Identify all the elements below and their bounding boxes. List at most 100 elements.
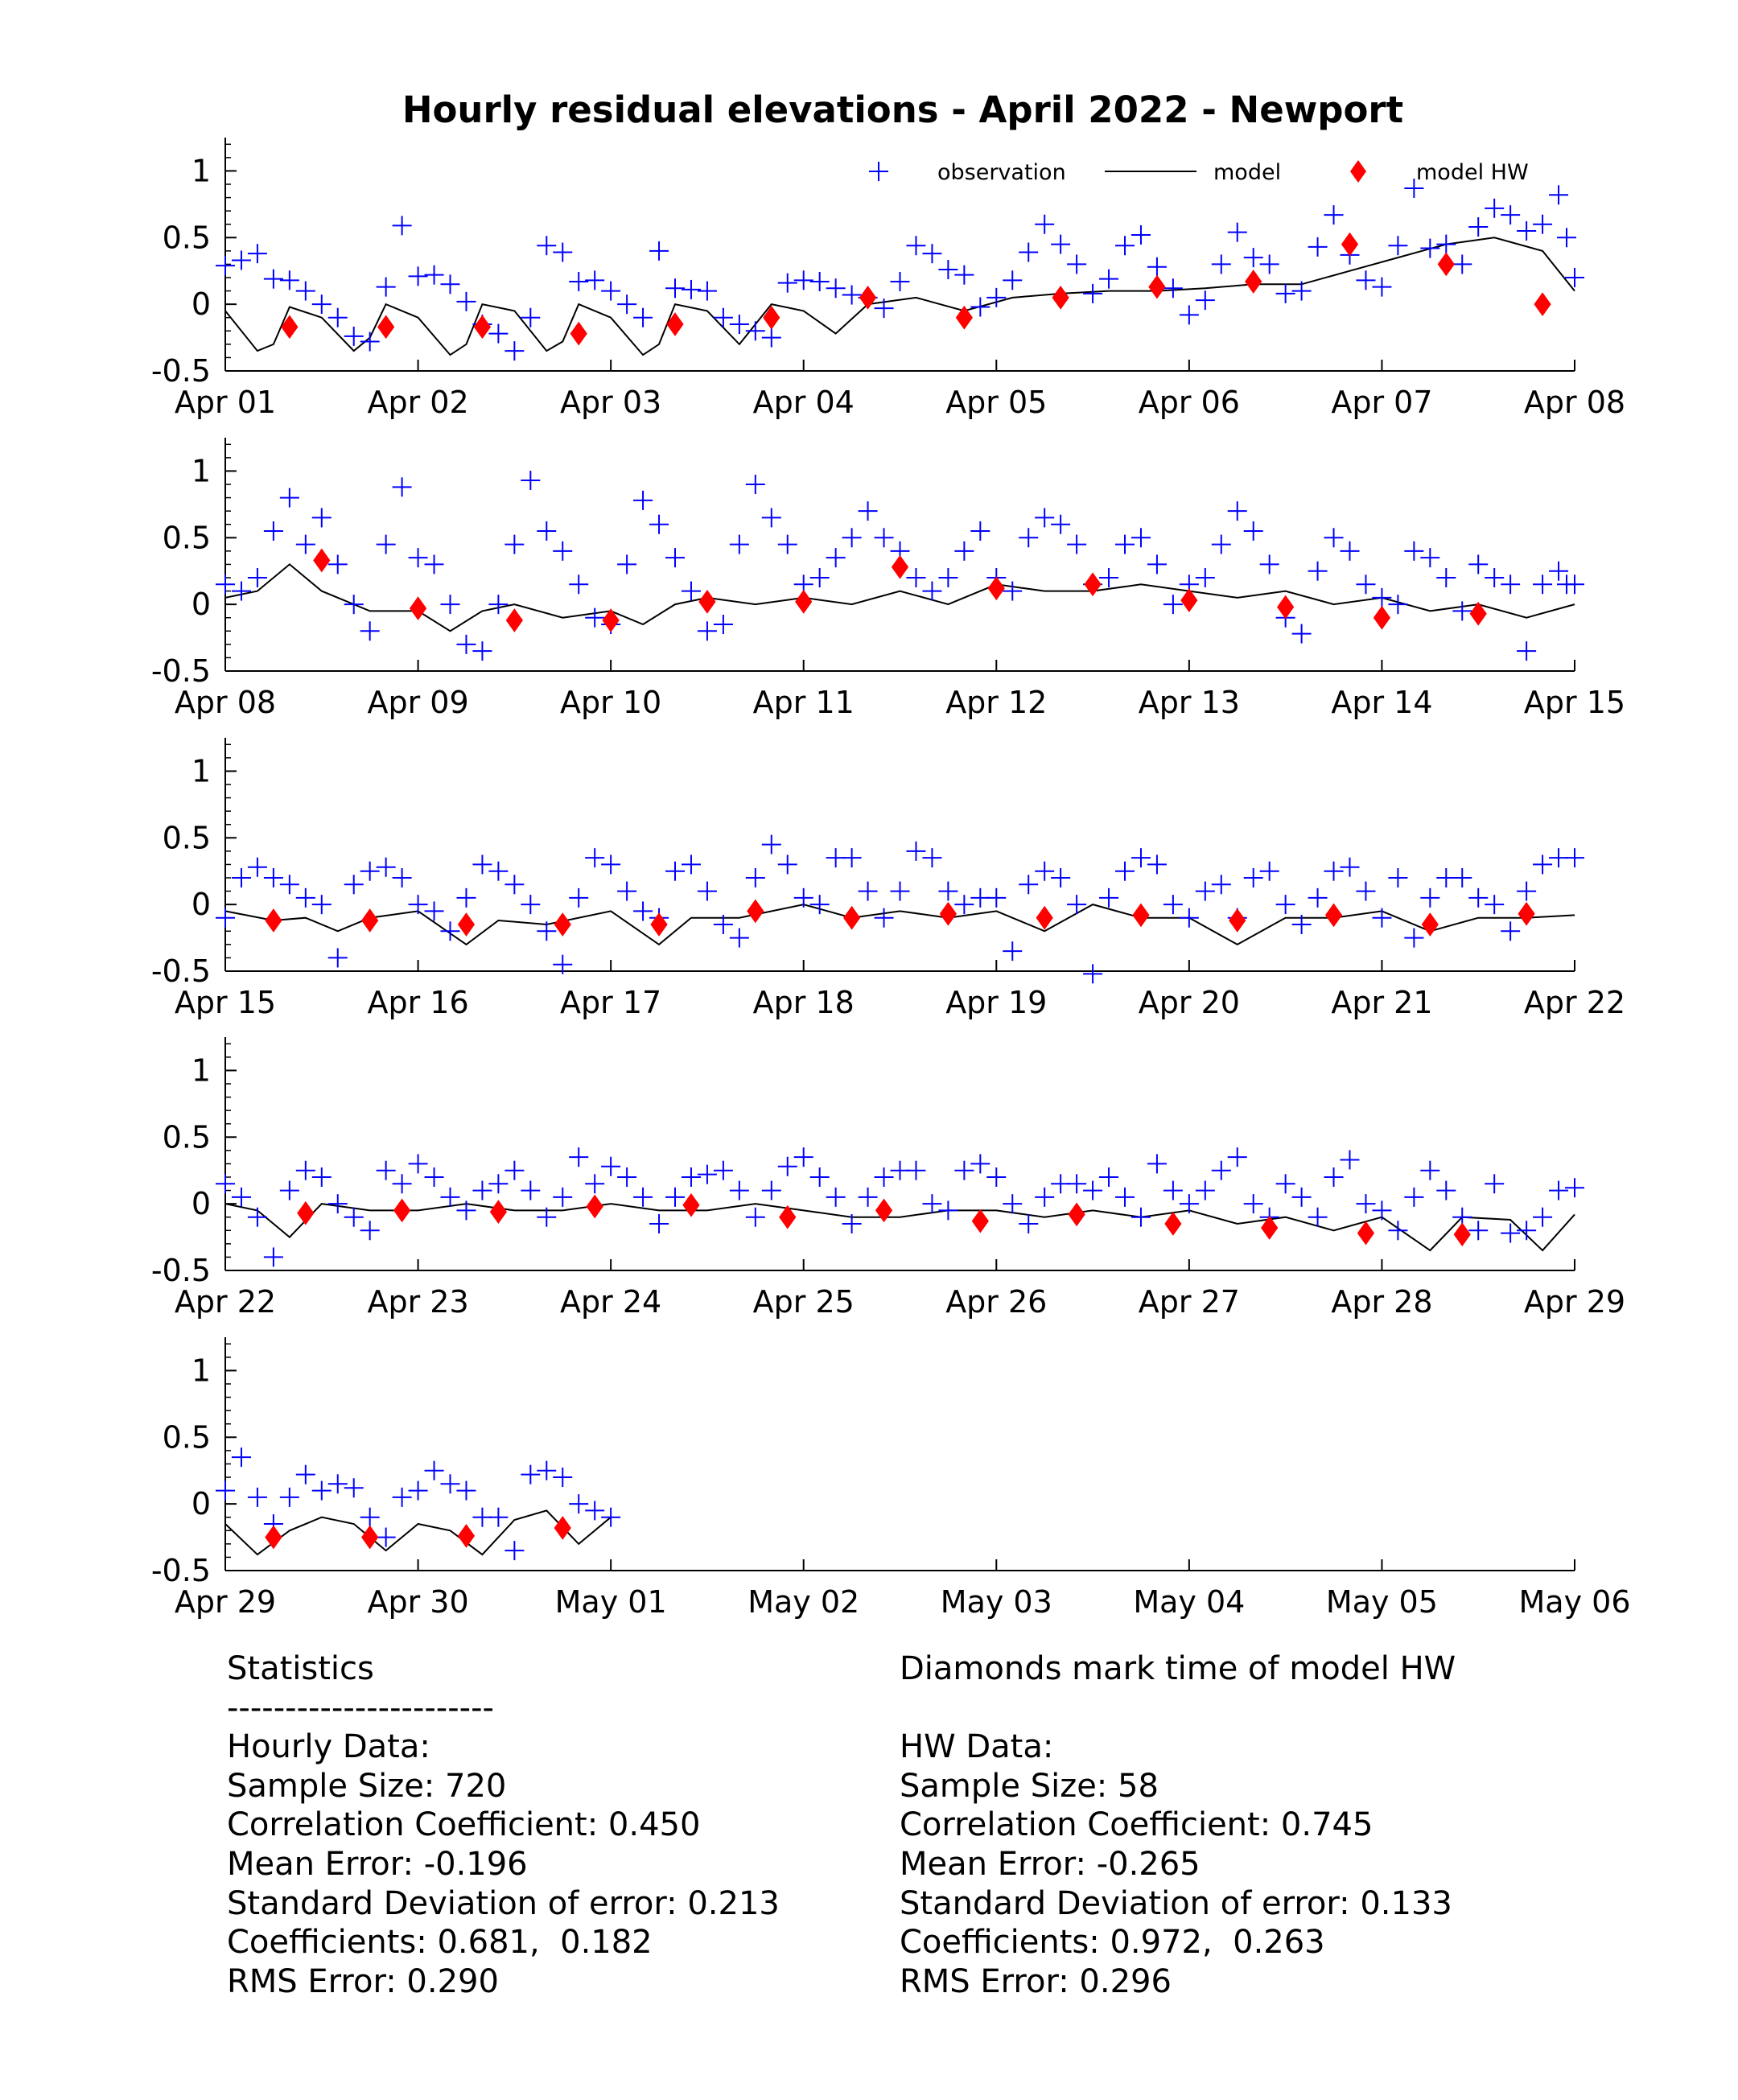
observation-point <box>1533 854 1553 875</box>
observation-point <box>1468 217 1489 237</box>
observation-point <box>1035 508 1055 528</box>
observation-point <box>392 477 412 497</box>
observation-point <box>360 331 380 352</box>
observation-point <box>327 948 348 968</box>
observation-point <box>633 1187 653 1207</box>
observation-point <box>537 236 557 256</box>
observation-point <box>1308 887 1328 908</box>
observation-point <box>408 266 428 286</box>
model-hw-marker <box>554 1516 571 1540</box>
observation-point <box>986 287 1007 307</box>
x-tick-label: Apr 10 <box>560 685 661 720</box>
observation-point <box>1211 875 1231 895</box>
observation-point <box>938 568 958 587</box>
observation-point <box>216 1480 235 1501</box>
observation-point <box>906 568 926 587</box>
observation-point <box>1404 178 1424 198</box>
model-hw-marker <box>795 589 813 614</box>
x-tick-label: Apr 15 <box>1524 685 1625 720</box>
observation-point <box>1308 561 1328 581</box>
model-hw-marker <box>779 1204 797 1229</box>
x-tick-label: Apr 26 <box>945 1284 1047 1320</box>
observation-point <box>424 265 444 285</box>
legend-model-hw-marker <box>1350 160 1366 183</box>
observation-point <box>761 834 781 854</box>
observation-point <box>697 621 717 641</box>
observation-point <box>1147 1154 1167 1174</box>
model-line <box>224 237 1575 356</box>
x-tick-label: Apr 07 <box>1331 385 1432 420</box>
x-tick-label: Apr 12 <box>945 685 1047 720</box>
model-hw-marker <box>1084 572 1102 597</box>
observation-point <box>1420 1160 1440 1180</box>
observation-point <box>472 641 492 661</box>
hourly-statistics: Statistics ----------------------- Hourly … <box>227 1649 780 2001</box>
observation-point <box>440 595 460 615</box>
right-stat-line: Correlation Coefficient: 0.745 <box>900 1806 1374 1844</box>
observation-point <box>488 595 509 615</box>
observation-point <box>263 1247 283 1267</box>
hw-statistics: Diamonds mark time of model HW HW Data: Sa… <box>900 1649 1456 2001</box>
observation-point <box>1404 928 1424 948</box>
observation-point <box>1420 548 1440 568</box>
observation-point <box>874 1167 894 1187</box>
observation-point <box>424 901 444 921</box>
observation-point <box>665 278 685 299</box>
observation-point <box>376 1160 396 1180</box>
observation-point <box>1131 528 1151 548</box>
model-hw-marker <box>602 608 620 632</box>
observation-point <box>1485 1174 1505 1194</box>
observation-point <box>1083 283 1103 303</box>
observation-point <box>1195 568 1215 587</box>
model-hw-marker <box>1357 1221 1375 1246</box>
x-tick-label: Apr 15 <box>175 985 276 1020</box>
left-stat-line: RMS Error: 0.290 <box>227 1962 499 2000</box>
observation-point <box>569 574 589 595</box>
observation-point <box>1195 1180 1215 1200</box>
observation-point <box>1163 278 1183 299</box>
observation-point <box>1259 861 1279 881</box>
observation-point <box>1035 861 1055 881</box>
observation-point <box>1324 528 1344 548</box>
observation-point <box>1083 964 1103 984</box>
observation-point <box>1179 908 1199 928</box>
observation-point <box>1275 1174 1295 1194</box>
model-hw-marker <box>1180 588 1198 613</box>
panel-5: -0.5 0 0.5 1 Apr 29 Apr 30 May 01 May 02 May 03 M… <box>151 1337 1631 1620</box>
observation-point <box>216 1174 235 1194</box>
observation-point <box>874 528 894 548</box>
model-hw-marker <box>971 1209 989 1233</box>
model-hw-marker <box>650 912 668 937</box>
legend-model-hw-label: model HW <box>1416 160 1529 185</box>
observation-point <box>1468 1221 1489 1241</box>
observation-point <box>1227 1147 1247 1167</box>
observation-point <box>344 1207 364 1227</box>
observation-point <box>472 1180 492 1200</box>
observation-point <box>569 271 589 291</box>
right-stat-line: Standard Deviation of error: 0.133 <box>900 1884 1452 1922</box>
observation-point <box>537 521 557 541</box>
legend-observation-label: observation <box>937 160 1066 185</box>
observation-point <box>216 908 235 928</box>
observation-point <box>665 1187 685 1207</box>
observation-point <box>713 615 733 634</box>
observation-point <box>521 471 541 491</box>
observation-point <box>585 607 605 628</box>
model-hw-marker <box>377 315 395 340</box>
observation-point <box>1019 242 1039 262</box>
panel-4: -0.5 0 0.5 1 Apr 22 Apr 23 Apr 24 Apr 25 Apr 26 A… <box>151 1037 1625 1320</box>
x-tick-label: Apr 16 <box>367 985 468 1020</box>
observation-point <box>954 541 974 561</box>
observation-point <box>809 568 830 587</box>
observation-point <box>456 634 476 654</box>
observation-point <box>327 1194 348 1214</box>
observation-point <box>649 514 669 534</box>
observation-point <box>1501 921 1521 941</box>
observation-point <box>1324 861 1344 881</box>
observation-point <box>1003 941 1023 961</box>
observation-point <box>1533 214 1553 234</box>
model-hw-marker <box>939 901 958 926</box>
observation-point <box>1420 887 1440 908</box>
x-tick-label: Apr 06 <box>1139 385 1240 420</box>
y-tick-label: 0 <box>192 1186 211 1221</box>
